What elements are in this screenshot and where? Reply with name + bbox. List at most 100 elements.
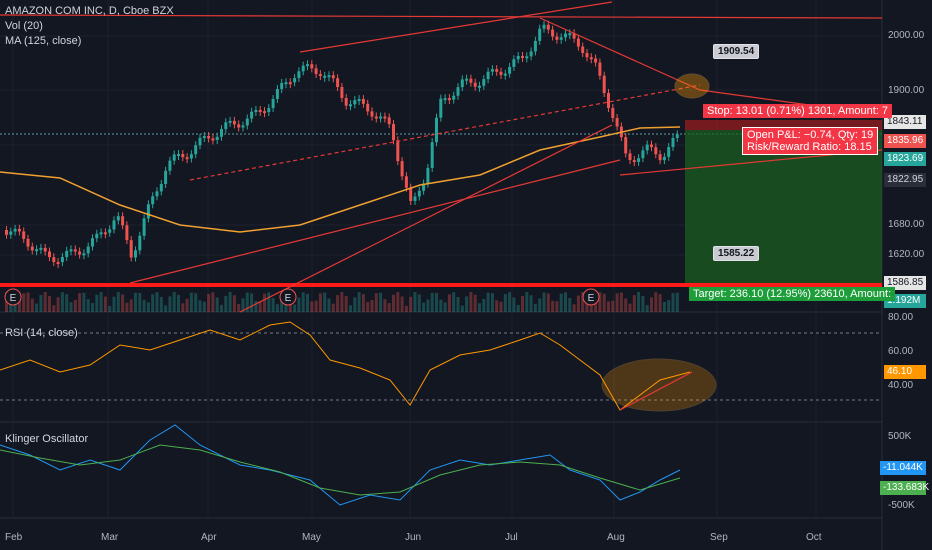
price-level: 1680.00: [888, 219, 925, 230]
volume-bar: [383, 299, 387, 312]
klinger-level: -500K: [888, 500, 915, 511]
candle-body: [314, 68, 318, 75]
earnings-marker-2[interactable]: E: [279, 288, 297, 306]
candle-body: [146, 204, 150, 219]
rsi-highlight-ellipse: [601, 358, 717, 412]
trendlines[interactable]: [0, 1, 883, 412]
volume-bar: [275, 304, 279, 312]
volume-bar: [430, 292, 434, 312]
candle-body: [645, 144, 649, 151]
volume-bar: [129, 299, 133, 312]
volume-bar: [662, 301, 666, 312]
earnings-marker-3[interactable]: E: [582, 288, 600, 306]
volume-bar: [667, 300, 671, 312]
volume-bar: [413, 292, 417, 312]
candle-body: [211, 138, 215, 141]
volume-bar: [404, 305, 408, 312]
candle-body: [426, 167, 430, 184]
candle-body: [275, 89, 279, 99]
candle-body: [396, 140, 400, 162]
date-label: Oct: [806, 532, 822, 543]
candle-body: [637, 158, 641, 162]
volume-bar: [654, 292, 658, 312]
price-level: 2000.00: [888, 30, 925, 41]
candle-body: [288, 82, 292, 85]
volume-bar: [108, 305, 112, 312]
candle-body: [301, 65, 305, 72]
candle-body: [224, 122, 228, 130]
candle-body: [48, 251, 51, 258]
volume-bar: [95, 294, 99, 312]
date-label: Feb: [5, 532, 23, 543]
target-level-tag: 1586.85: [884, 276, 926, 290]
candle-body: [69, 249, 73, 252]
date-label: Jul: [505, 532, 518, 543]
ma-legend[interactable]: MA (125, close): [5, 35, 82, 47]
support-line: [0, 283, 882, 287]
candle-body: [671, 138, 675, 148]
candle-body: [559, 37, 563, 40]
last-close-tag: 1843.11: [884, 115, 926, 129]
symbol-title[interactable]: AMAZON COM INC, D, Cboe BZX: [5, 5, 174, 17]
volume-bar: [361, 294, 365, 312]
candle-body: [654, 147, 658, 155]
volume-bar: [598, 292, 602, 312]
volume-bar: [568, 297, 572, 312]
candle-body: [572, 33, 576, 39]
candle-body: [26, 238, 30, 247]
resistance-line: [0, 14, 883, 19]
volume-bar: [78, 293, 82, 312]
candle-body: [9, 231, 13, 235]
candle-body: [525, 56, 529, 59]
candle-body: [73, 249, 77, 252]
candle-body: [495, 69, 499, 72]
volume-bar: [267, 292, 271, 312]
high-callout[interactable]: 1909.54: [713, 44, 760, 59]
price-level: 1620.00: [888, 249, 925, 260]
candle-body: [650, 144, 653, 148]
volume-bar: [611, 300, 615, 312]
volume-bar: [207, 293, 211, 312]
volume-bar: [331, 303, 335, 312]
candle-body: [607, 93, 610, 108]
low-callout[interactable]: 1585.22: [713, 246, 760, 261]
volume-bar: [194, 293, 198, 312]
volume-bar: [637, 292, 641, 312]
volume-bar: [478, 303, 481, 312]
candle-body: [95, 233, 99, 239]
volume-bar: [228, 292, 232, 312]
candle-body: [168, 160, 172, 171]
earnings-marker-1[interactable]: E: [4, 288, 22, 306]
volume-bar: [125, 302, 129, 312]
candle-body: [624, 137, 628, 154]
candle-body: [361, 99, 365, 104]
volume-bar: [349, 305, 352, 312]
klinger-legend[interactable]: Klinger Oscillator: [5, 433, 89, 445]
volume-bar: [26, 292, 30, 312]
candle-body: [336, 78, 340, 87]
pnl-flag[interactable]: Open P&L: −0.74, Qty: 19 Risk/Reward Rat…: [742, 127, 879, 155]
rsi-legend[interactable]: RSI (14, close): [5, 327, 78, 339]
volume-bar: [650, 297, 653, 312]
klinger-signal-tag: -133.683K: [880, 481, 929, 495]
volume-bar: [172, 292, 176, 312]
volume-legend[interactable]: Vol (20): [5, 20, 43, 32]
candle-body: [413, 196, 417, 201]
candle-body: [589, 57, 593, 60]
volume-bar: [202, 301, 206, 312]
volume-bar: [91, 302, 94, 312]
candle-body: [546, 24, 550, 30]
candle-body: [327, 75, 331, 78]
candle-body: [258, 110, 262, 113]
volume-bar: [516, 304, 520, 312]
volume-bar: [250, 293, 254, 312]
candle-body: [241, 125, 245, 128]
target-flag[interactable]: Target: 236.10 (12.95%) 23610, Amount:: [689, 287, 896, 301]
candle-body: [250, 111, 254, 119]
candle-body: [306, 64, 309, 67]
stop-flag[interactable]: Stop: 13.01 (0.71%) 1301, Amount: 7: [703, 104, 893, 118]
klinger-plot: [0, 424, 681, 506]
volume-bar: [486, 292, 490, 312]
